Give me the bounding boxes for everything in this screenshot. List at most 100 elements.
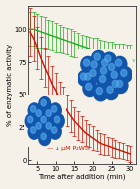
Circle shape — [81, 57, 95, 73]
Circle shape — [46, 110, 51, 116]
Circle shape — [104, 84, 118, 100]
Circle shape — [98, 64, 112, 80]
Circle shape — [105, 55, 111, 62]
Circle shape — [54, 116, 60, 123]
Circle shape — [106, 61, 120, 77]
Circle shape — [28, 116, 33, 123]
Circle shape — [118, 67, 132, 83]
Circle shape — [44, 120, 55, 135]
Circle shape — [82, 71, 96, 86]
Circle shape — [90, 69, 96, 77]
Circle shape — [102, 52, 116, 68]
Circle shape — [94, 85, 108, 101]
Circle shape — [99, 75, 106, 83]
Circle shape — [94, 53, 100, 60]
Circle shape — [49, 125, 61, 139]
X-axis label: Time after addition (min): Time after addition (min) — [38, 173, 126, 180]
Circle shape — [111, 71, 117, 78]
Circle shape — [91, 51, 105, 67]
Circle shape — [39, 114, 51, 128]
Circle shape — [78, 71, 91, 86]
Circle shape — [31, 127, 36, 133]
Circle shape — [99, 56, 113, 72]
Circle shape — [39, 97, 51, 112]
Circle shape — [28, 103, 40, 118]
Circle shape — [39, 130, 51, 145]
Circle shape — [39, 114, 50, 129]
Y-axis label: % of enzymatic activity: % of enzymatic activity — [7, 44, 13, 126]
Circle shape — [87, 67, 101, 83]
Circle shape — [102, 53, 116, 68]
Circle shape — [28, 103, 40, 118]
Circle shape — [81, 56, 95, 72]
Circle shape — [34, 120, 46, 135]
Circle shape — [96, 88, 102, 95]
Circle shape — [91, 61, 97, 68]
Text: — 1 μM Se₂W₂₉: — 1 μM Se₂W₂₉ — [88, 58, 135, 63]
Circle shape — [113, 57, 126, 73]
Circle shape — [104, 84, 118, 99]
Circle shape — [52, 127, 57, 133]
Circle shape — [110, 77, 124, 93]
Circle shape — [41, 99, 46, 106]
Circle shape — [25, 114, 37, 129]
Text: — 1 μM P₂W₁₈: — 1 μM P₂W₁₈ — [47, 146, 89, 151]
Circle shape — [34, 108, 45, 122]
Circle shape — [46, 122, 51, 129]
Circle shape — [106, 61, 120, 76]
Circle shape — [98, 65, 112, 80]
Circle shape — [112, 80, 118, 87]
Circle shape — [44, 108, 55, 122]
Circle shape — [113, 56, 127, 72]
Circle shape — [41, 133, 46, 140]
Circle shape — [34, 107, 46, 122]
Circle shape — [88, 59, 102, 74]
Circle shape — [41, 116, 46, 123]
Circle shape — [49, 103, 61, 118]
Circle shape — [116, 80, 123, 87]
Circle shape — [28, 124, 40, 139]
Circle shape — [97, 73, 110, 89]
Circle shape — [39, 97, 50, 112]
Circle shape — [107, 86, 113, 93]
Circle shape — [115, 59, 122, 66]
Circle shape — [28, 125, 40, 139]
Circle shape — [88, 58, 102, 74]
Circle shape — [78, 70, 92, 86]
Circle shape — [36, 122, 41, 129]
Circle shape — [83, 81, 97, 97]
Circle shape — [118, 67, 132, 82]
Circle shape — [85, 73, 91, 80]
Circle shape — [102, 59, 108, 66]
Circle shape — [114, 78, 128, 94]
Circle shape — [92, 50, 106, 66]
Circle shape — [80, 73, 87, 80]
Circle shape — [52, 114, 64, 128]
Circle shape — [49, 103, 61, 118]
Circle shape — [83, 81, 97, 96]
Circle shape — [88, 67, 101, 82]
Circle shape — [39, 131, 50, 146]
Circle shape — [99, 57, 113, 73]
Circle shape — [25, 114, 37, 128]
Circle shape — [86, 83, 92, 90]
Circle shape — [52, 106, 57, 112]
Circle shape — [109, 78, 123, 94]
Circle shape — [36, 110, 41, 116]
Circle shape — [52, 114, 64, 129]
Circle shape — [49, 124, 61, 139]
Circle shape — [108, 69, 122, 85]
Circle shape — [94, 85, 107, 101]
Circle shape — [44, 107, 56, 122]
Circle shape — [114, 77, 128, 93]
Circle shape — [44, 120, 56, 135]
Circle shape — [82, 70, 96, 86]
Circle shape — [97, 73, 111, 88]
Circle shape — [108, 63, 115, 70]
Circle shape — [109, 68, 122, 84]
Circle shape — [121, 69, 127, 77]
Circle shape — [34, 120, 45, 135]
Circle shape — [101, 67, 107, 74]
Circle shape — [83, 59, 90, 66]
Circle shape — [31, 106, 36, 112]
